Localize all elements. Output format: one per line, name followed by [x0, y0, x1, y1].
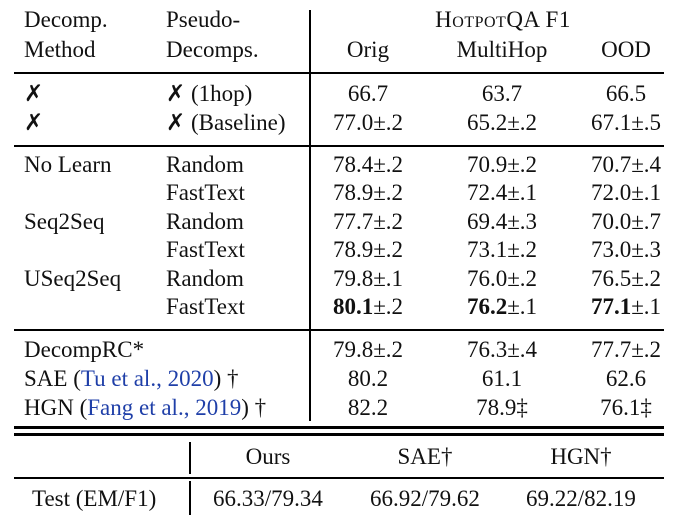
- row3-multihop: 70.9±.2: [466, 152, 538, 177]
- row9-orig: 79.8±.2: [332, 337, 404, 362]
- row10-orig: 80.2: [347, 366, 389, 391]
- row5-ood: 70.0±.7: [590, 209, 662, 234]
- row8-multihop: 76.2±.1: [440, 293, 564, 321]
- row6-multihop: 73.1±.2: [466, 237, 538, 262]
- row7-multihop: 76.0±.2: [466, 266, 538, 291]
- row7-method: USeq2Seq: [24, 266, 122, 291]
- row6-orig: 78.9±.2: [332, 237, 404, 262]
- row8-multihop-std: ±.1: [507, 294, 538, 319]
- header-method-line1: Decomp.: [24, 7, 108, 32]
- test-divider-body: [189, 481, 191, 515]
- row7-pseudo: Random: [166, 266, 244, 291]
- row2-ood: 67.1±.5: [590, 110, 662, 135]
- header-method-line2: Method: [24, 37, 96, 62]
- row7-orig: 79.8±.1: [332, 266, 404, 291]
- row3-ood: 70.7±.4: [590, 152, 662, 177]
- row2-method: ✗: [24, 110, 44, 135]
- column-divider: [309, 10, 311, 421]
- row5-pseudo: Random: [166, 209, 244, 234]
- row2-multihop: 65.2±.2: [466, 110, 538, 135]
- row6-ood: 73.0±.3: [590, 237, 662, 262]
- row5-method: Seq2Seq: [24, 209, 105, 234]
- row10-citation-link[interactable]: Tu et al., 2020: [80, 366, 214, 391]
- row9-multihop: 76.3±.4: [466, 337, 538, 362]
- rule-section1: [14, 145, 664, 147]
- row8-orig: 80.1±.2: [312, 293, 424, 321]
- row1-multihop: 63.7: [481, 81, 523, 106]
- row8-ood: 77.1±.1: [566, 293, 686, 321]
- test-col-ours: Ours: [245, 444, 291, 469]
- row10-multihop: 61.1: [481, 366, 523, 391]
- double-rule-top: [14, 426, 664, 429]
- rule-header: [14, 72, 664, 74]
- row11-ood: 76.1‡: [600, 395, 652, 420]
- header-group-title: HotpotQA F1: [435, 7, 571, 32]
- row8-orig-best: 80.1: [332, 294, 374, 319]
- rule-test-header: [14, 477, 664, 479]
- row5-multihop: 69.4±.3: [466, 209, 538, 234]
- test-col-sae: SAE†: [397, 444, 453, 469]
- row10-method-pre: SAE (: [24, 366, 81, 391]
- test-row-label: Test (EM/F1): [32, 486, 157, 511]
- test-hgn-value: 69.22/82.19: [526, 486, 636, 511]
- test-divider-header: [189, 442, 191, 474]
- row11-orig: 82.2: [347, 395, 389, 420]
- row9-method: DecompRC*: [24, 337, 145, 362]
- row4-ood: 72.0±.1: [590, 180, 662, 205]
- row2-orig: 77.0±.2: [332, 110, 404, 135]
- header-pseudo-line2: Decomps.: [166, 37, 259, 62]
- row1-pseudo: ✗ (1hop): [166, 81, 253, 106]
- row4-multihop: 72.4±.1: [466, 180, 538, 205]
- header-pseudo-line1: Pseudo-: [166, 7, 241, 32]
- test-sae-value: 66.92/79.62: [370, 486, 480, 511]
- row5-orig: 77.7±.2: [332, 209, 404, 234]
- row6-pseudo: FastText: [166, 237, 245, 262]
- row10-ood: 62.6: [605, 366, 647, 391]
- row8-ood-std: ±.1: [631, 294, 662, 319]
- row11-citation-link[interactable]: Fang et al., 2019: [87, 395, 242, 420]
- rule-section2: [14, 329, 664, 331]
- row3-pseudo: Random: [166, 152, 244, 177]
- header-col-orig: Orig: [346, 37, 390, 62]
- row11-method: HGN (Fang et al., 2019) †: [24, 394, 266, 422]
- row11-multihop: 78.9‡: [476, 395, 528, 420]
- row1-orig: 66.7: [347, 81, 389, 106]
- row10-method-post: ) †: [213, 366, 239, 391]
- row2-pseudo: ✗ (Baseline): [166, 110, 286, 135]
- row1-method: ✗: [24, 81, 44, 106]
- row11-method-post: ) †: [241, 395, 267, 420]
- row8-multihop-best: 76.2: [466, 294, 508, 319]
- row10-method: SAE (Tu et al., 2020) †: [24, 365, 239, 393]
- row1-ood: 66.5: [605, 81, 647, 106]
- header-col-multihop: MultiHop: [456, 37, 548, 62]
- test-col-hgn: HGN†: [550, 444, 612, 469]
- row4-pseudo: FastText: [166, 180, 245, 205]
- row8-ood-best: 77.1: [590, 294, 632, 319]
- row3-method: No Learn: [24, 152, 112, 177]
- row3-orig: 78.4±.2: [332, 152, 404, 177]
- row11-method-pre: HGN (: [24, 395, 88, 420]
- row4-orig: 78.9±.2: [332, 180, 404, 205]
- row8-pseudo: FastText: [166, 294, 245, 319]
- row9-ood: 77.7±.2: [590, 337, 662, 362]
- test-ours-value: 66.33/79.34: [213, 486, 323, 511]
- row7-ood: 76.5±.2: [590, 266, 662, 291]
- row8-orig-std: ±.2: [373, 294, 404, 319]
- header-col-ood: OOD: [601, 37, 651, 62]
- double-rule-bottom: [14, 433, 664, 436]
